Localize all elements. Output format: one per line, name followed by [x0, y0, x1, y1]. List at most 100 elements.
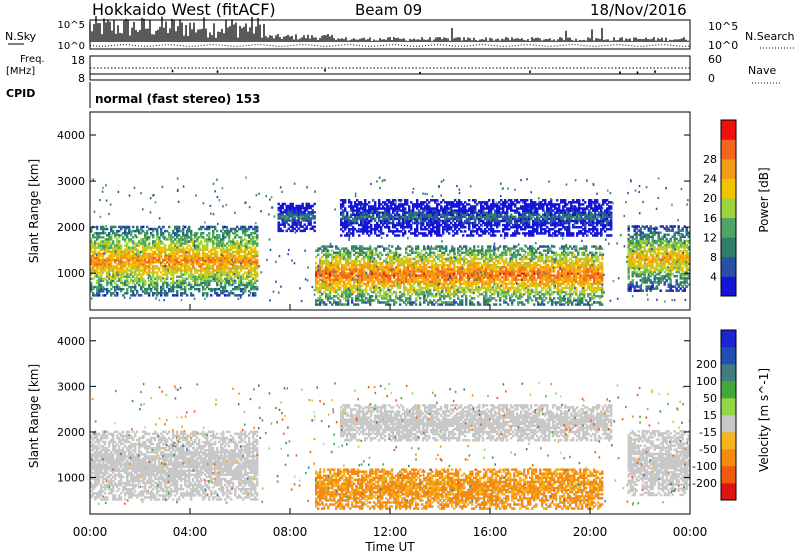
echo-cell: [174, 260, 177, 264]
echo-cell: [547, 249, 550, 252]
echo-cell: [222, 238, 225, 241]
echo-cell: [90, 242, 93, 245]
echo-cell: [214, 263, 217, 266]
echo-cell: [363, 268, 366, 271]
echo-cell: [124, 275, 127, 278]
echo-cell: [335, 253, 338, 257]
echo-cell: [96, 227, 99, 231]
echo-cell: [214, 279, 217, 283]
echo-cell: [212, 287, 215, 291]
echo-cell: [501, 290, 504, 294]
echo-cell: [204, 275, 207, 278]
echo-cell: [178, 281, 181, 285]
echo-cell: [307, 223, 310, 226]
echo-cell: [529, 276, 532, 279]
echo-cell: [132, 275, 135, 278]
echo-cell: [471, 270, 474, 273]
echo-cell: [487, 268, 490, 271]
echo-cell: [204, 281, 207, 285]
echo-cell: [505, 245, 508, 248]
echo-cell: [423, 272, 426, 275]
echo-cell: [437, 286, 440, 290]
echo-cell: [405, 247, 408, 250]
echo-cell: [561, 282, 564, 286]
echo-cell: [158, 256, 161, 260]
echo-cell: [485, 301, 488, 304]
echo-cell: [343, 249, 346, 252]
echo-cell: [224, 287, 227, 291]
echo-cell: [459, 276, 462, 279]
echo-cell: [188, 275, 191, 278]
echo-cell: [230, 277, 233, 281]
echo-cell: [287, 215, 290, 218]
echo-cell: [194, 234, 197, 237]
echo-cell: [487, 261, 490, 265]
echo-cell: [487, 280, 490, 284]
echo-cell: [142, 258, 145, 262]
echo-cell: [325, 297, 328, 300]
echo-cell: [206, 277, 209, 281]
echo-cell: [130, 234, 133, 237]
echo-cell: [230, 292, 233, 295]
echo-cell: [108, 231, 111, 235]
echo-cell: [455, 266, 458, 269]
echo-cell: [116, 238, 119, 241]
echo-cell: [216, 234, 219, 237]
echo-cell: [174, 252, 177, 256]
echo-cell: [459, 282, 462, 286]
echo-cell: [224, 285, 227, 289]
echo-cell: [150, 277, 153, 281]
echo-cell: [325, 253, 328, 257]
echo-cell: [212, 252, 215, 256]
echo-cell: [345, 261, 348, 265]
echo-cell: [138, 294, 141, 297]
echo-cell: [445, 276, 448, 279]
echo-cell: [212, 265, 215, 268]
echo-cell: [303, 227, 306, 231]
echo-cell: [309, 204, 312, 208]
echo-cell: [112, 292, 115, 295]
echo-cell: [479, 286, 482, 290]
echo-cell: [453, 270, 456, 273]
echo-cell: [170, 238, 173, 241]
echo-cell: [152, 227, 155, 231]
echo-cell: [244, 246, 247, 249]
echo-cell: [156, 258, 159, 262]
echo-cell: [533, 303, 536, 306]
echo-cell: [397, 280, 400, 284]
echo-cell: [389, 270, 392, 273]
echo-cell: [561, 288, 564, 292]
echo-cell: [345, 259, 348, 263]
echo-cell: [555, 251, 558, 254]
echo-cell: [501, 276, 504, 279]
echo-cell: [98, 254, 101, 258]
echo-cell: [236, 265, 239, 268]
echo-cell: [244, 254, 247, 258]
echo-cell: [561, 276, 564, 279]
echo-cell: [134, 277, 137, 281]
echo-cell: [521, 266, 524, 269]
echo-cell: [128, 256, 131, 260]
echo-cell: [415, 290, 418, 294]
echo-cell: [425, 263, 428, 267]
echo-cell: [335, 257, 338, 261]
echo-cell: [529, 274, 532, 277]
echo-cell: [531, 284, 534, 288]
echo-cell: [218, 267, 221, 270]
echo-cell: [343, 303, 346, 306]
echo-cell: [186, 294, 189, 297]
echo-cell: [409, 297, 412, 300]
echo-cell: [471, 288, 474, 292]
echo-cell: [142, 240, 145, 243]
echo-cell: [232, 260, 235, 264]
echo-cell: [391, 270, 394, 273]
echo-cell: [531, 268, 534, 271]
echo-cell: [369, 253, 372, 257]
echo-cell: [240, 275, 243, 278]
echo-cell: [521, 259, 524, 263]
echo-cell: [124, 225, 127, 229]
nave-right-tick-top: 60: [708, 53, 722, 66]
echo-cell: [164, 246, 167, 249]
echo-cell: [427, 303, 430, 306]
echo-cell: [539, 274, 542, 277]
